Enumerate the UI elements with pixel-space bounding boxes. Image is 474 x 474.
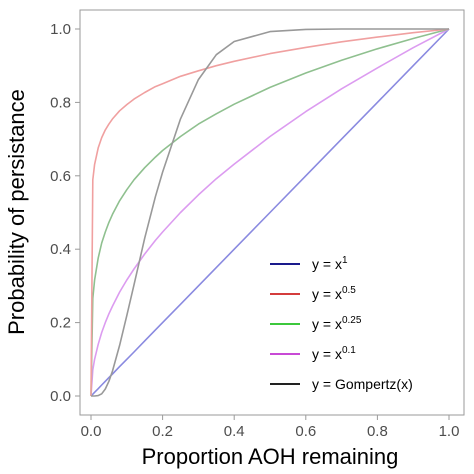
plot-panel [79, 9, 465, 416]
y-axis-title: Probability of persistance [4, 89, 29, 335]
series-line-4 [91, 28, 449, 397]
legend-label-3: y = x0.1 [312, 345, 356, 362]
y-tick-label: 1.0 [50, 21, 71, 38]
legend-label-1: y = x0.5 [312, 285, 356, 302]
y-tick-label: 0.8 [50, 94, 71, 111]
x-tick-label: 0.6 [295, 423, 316, 440]
y-tick-label: 0.0 [50, 388, 71, 405]
y-tick-label: 0.4 [50, 241, 71, 258]
y-tick-label: 0.6 [50, 168, 71, 185]
legend-label-2: y = x0.25 [312, 315, 362, 332]
series-line-0 [90, 28, 450, 397]
series-line-3 [90, 28, 450, 397]
x-tick-label: 0.8 [367, 423, 388, 440]
x-tick-label: 0.4 [224, 423, 245, 440]
x-tick-label: 0.0 [81, 423, 102, 440]
series-line-1 [90, 28, 450, 397]
series-lines [90, 28, 450, 397]
x-tick-label: 0.2 [152, 423, 173, 440]
x-axis-ticks: 0.0 0.2 0.4 0.6 0.8 1.0 [81, 415, 460, 440]
legend-label-4: y = Gompertz(x) [312, 376, 413, 392]
series-line-2 [90, 28, 450, 397]
x-axis-title: Proportion AOH remaining [142, 444, 399, 469]
legend-label-0: y = x1 [312, 255, 348, 272]
legend: y = x1 y = x0.5 y = x0.25 y = x0.1 y = Gompe… [270, 255, 413, 392]
x-tick-label: 1.0 [439, 423, 460, 440]
y-axis-ticks: 0.0 0.2 0.4 0.6 0.8 1.0 [50, 21, 80, 405]
y-tick-label: 0.2 [50, 315, 71, 332]
